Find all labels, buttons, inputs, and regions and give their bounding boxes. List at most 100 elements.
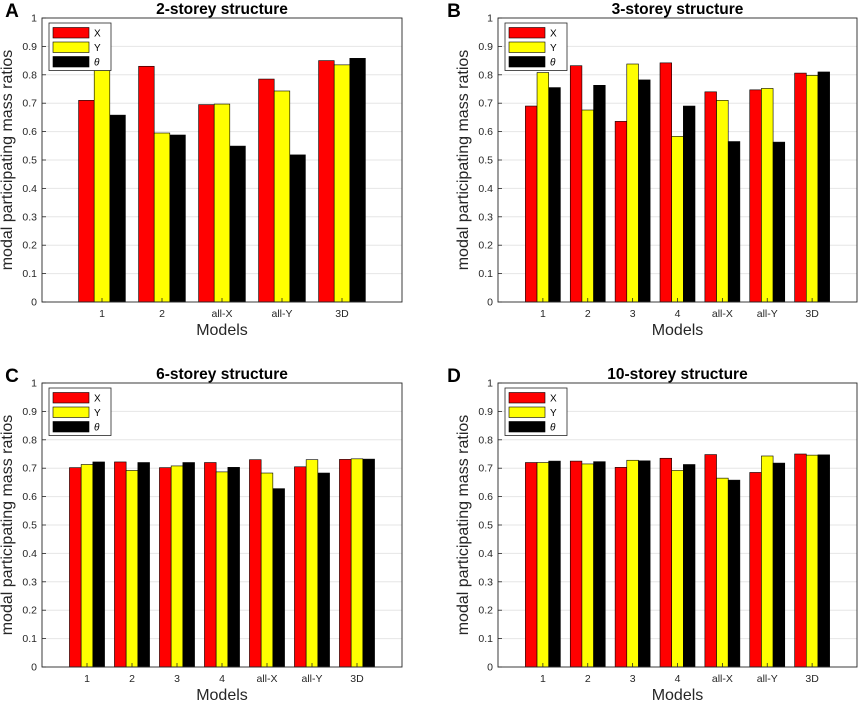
bar-θ-2 — [593, 461, 606, 668]
y-tick-label: 0.1 — [478, 633, 493, 645]
y-tick-label: 0 — [487, 662, 493, 674]
x-tick-label: all-Y — [301, 673, 322, 685]
bar-X-3D — [339, 459, 352, 668]
legend: XYθ — [504, 387, 568, 436]
y-tick-label: 0 — [31, 297, 37, 309]
bar-Y-all-Y — [761, 88, 774, 303]
bar-X-1 — [525, 462, 538, 668]
x-tick-label: all-X — [712, 308, 733, 320]
x-axis-label: Models — [196, 322, 248, 339]
x-tick-label: 1 — [540, 673, 546, 685]
x-tick-label: 3D — [335, 308, 349, 320]
y-tick-label: 0.4 — [478, 183, 493, 195]
bar-θ-1 — [548, 87, 561, 303]
panel-letter: B — [447, 1, 461, 22]
y-tick-label: 0.2 — [478, 240, 493, 252]
bar-X-all-X — [198, 104, 215, 303]
bar-Y-1 — [80, 464, 94, 668]
x-tick-label: 2 — [585, 308, 591, 320]
y-tick-label: 0.6 — [22, 126, 37, 138]
bar-Y-all-X — [716, 100, 729, 303]
x-tick-label: 4 — [675, 308, 681, 320]
y-tick-label: 0.3 — [22, 576, 37, 588]
bar-θ-1 — [548, 460, 561, 668]
bar-X-all-X — [249, 459, 262, 668]
bar-Y-4 — [215, 471, 229, 668]
panel-letter: C — [5, 366, 19, 387]
x-tick-label: all-Y — [757, 673, 778, 685]
chart-title: 2-storey structure — [156, 1, 288, 18]
bar-X-3 — [159, 467, 172, 668]
bar-Y-3D — [805, 454, 819, 668]
bar-X-4 — [204, 462, 217, 668]
bar-θ-3 — [638, 460, 651, 668]
y-tick-label: 0.7 — [478, 98, 493, 110]
bar-X-all-Y — [749, 472, 762, 668]
x-tick-label: all-X — [211, 308, 232, 320]
y-tick-label: 0.9 — [22, 406, 37, 418]
legend-label-θ: θ — [550, 58, 556, 69]
bar-Y-3D — [805, 75, 819, 303]
x-tick-label: 4 — [219, 673, 225, 685]
y-tick-label: 1 — [487, 13, 493, 25]
legend: XYθ — [48, 387, 112, 436]
legend-label-θ: θ — [94, 58, 100, 69]
bar-Y-3 — [170, 465, 184, 668]
bar-θ-all-X — [272, 488, 285, 668]
legend-label-X: X — [94, 29, 101, 40]
legend-label-X: X — [550, 29, 557, 40]
bar-θ-3D — [817, 71, 830, 303]
bar-X-2 — [569, 65, 583, 303]
x-tick-label: all-X — [712, 673, 733, 685]
bar-Y-2 — [581, 463, 594, 668]
bar-X-3D — [794, 72, 807, 303]
y-tick-label: 0.7 — [22, 98, 37, 110]
y-tick-label: 0.1 — [22, 268, 37, 280]
y-tick-label: 0.3 — [22, 211, 37, 223]
bar-X-3 — [614, 121, 628, 303]
bar-θ-all-Y — [317, 472, 330, 668]
x-tick-label: all-Y — [271, 308, 292, 320]
y-tick-label: 0.2 — [22, 240, 37, 252]
y-tick-label: 1 — [31, 378, 37, 390]
chart-title: 6-storey structure — [156, 366, 288, 383]
y-axis-label: modal participating mass ratios — [0, 50, 16, 271]
legend-swatch-X — [52, 392, 90, 404]
x-tick-label: 1 — [540, 308, 546, 320]
bar-Y-3D — [333, 64, 351, 303]
bar-Y-all-Y — [273, 90, 291, 303]
legend-swatch-Y — [508, 41, 546, 53]
bar-θ-4 — [227, 467, 240, 668]
legend-swatch-Y — [52, 406, 90, 418]
x-tick-label: 2 — [585, 673, 591, 685]
bar-X-3 — [614, 467, 628, 668]
bar-Y-all-X — [213, 103, 231, 303]
legend-label-Y: Y — [94, 43, 101, 54]
legend-swatch-X — [508, 27, 546, 39]
x-tick-label: 3 — [630, 308, 636, 320]
legend: XYθ — [504, 22, 568, 71]
legend-swatch-θ — [508, 421, 546, 433]
y-tick-label: 0.6 — [478, 491, 493, 503]
y-tick-label: 0.9 — [22, 41, 37, 53]
legend-label-X: X — [94, 394, 101, 405]
bar-θ-2 — [169, 134, 186, 303]
bar-θ-3 — [182, 462, 195, 668]
axes-frame — [41, 382, 403, 668]
y-tick-label: 0.6 — [478, 126, 493, 138]
y-tick-label: 0.8 — [22, 69, 37, 81]
x-tick-label: 3D — [805, 673, 819, 685]
legend-swatch-X — [52, 27, 90, 39]
x-tick-label: 3 — [630, 673, 636, 685]
y-tick-label: 0.2 — [22, 605, 37, 617]
legend-label-θ: θ — [550, 423, 556, 434]
x-tick-label: 3 — [174, 673, 180, 685]
x-axis-label: Models — [652, 687, 704, 703]
bar-Y-1 — [536, 72, 550, 303]
bar-Y-3 — [626, 459, 639, 668]
y-tick-label: 0.8 — [22, 434, 37, 446]
legend-label-Y: Y — [94, 408, 101, 419]
y-tick-label: 0.1 — [478, 268, 493, 280]
bar-θ-3D — [349, 58, 366, 303]
